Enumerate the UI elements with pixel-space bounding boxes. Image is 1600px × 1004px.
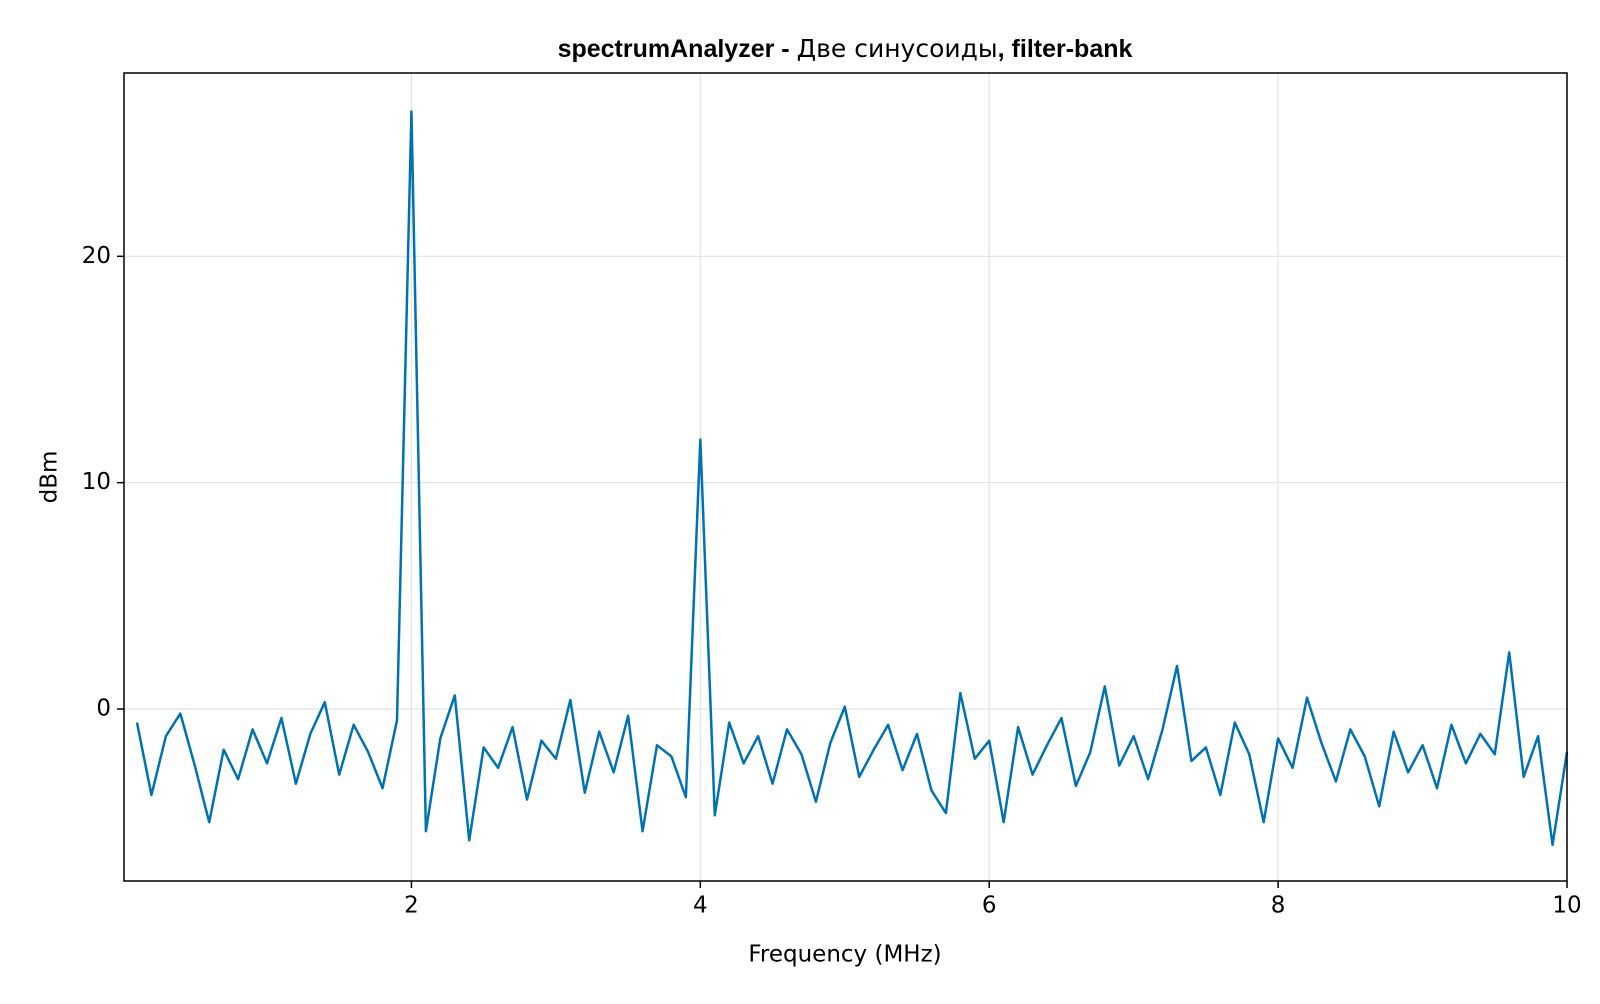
x-tick-label: 4 xyxy=(693,893,708,919)
x-axis-label: Frequency (MHz) xyxy=(748,942,941,968)
title-part: Две синусоиды xyxy=(797,34,998,63)
series-line xyxy=(135,110,1569,847)
plot-frame xyxy=(123,72,1568,882)
chart-title: spectrumAnalyzer - Две синусоиды, filter-… xyxy=(558,34,1133,63)
y-tick-label: 0 xyxy=(96,695,111,721)
y-axis-label: dBm xyxy=(37,451,63,504)
x-tick-label: 2 xyxy=(404,893,419,919)
y-tick-label: 10 xyxy=(82,469,111,495)
x-tick-label: 8 xyxy=(1271,893,1286,919)
y-tick-label: 20 xyxy=(82,243,111,269)
x-tick-label: 10 xyxy=(1552,893,1581,919)
title-part: spectrumAnalyzer - xyxy=(558,35,790,63)
x-tick-label: 6 xyxy=(982,893,997,919)
title-part: , filter-bank xyxy=(998,35,1133,63)
